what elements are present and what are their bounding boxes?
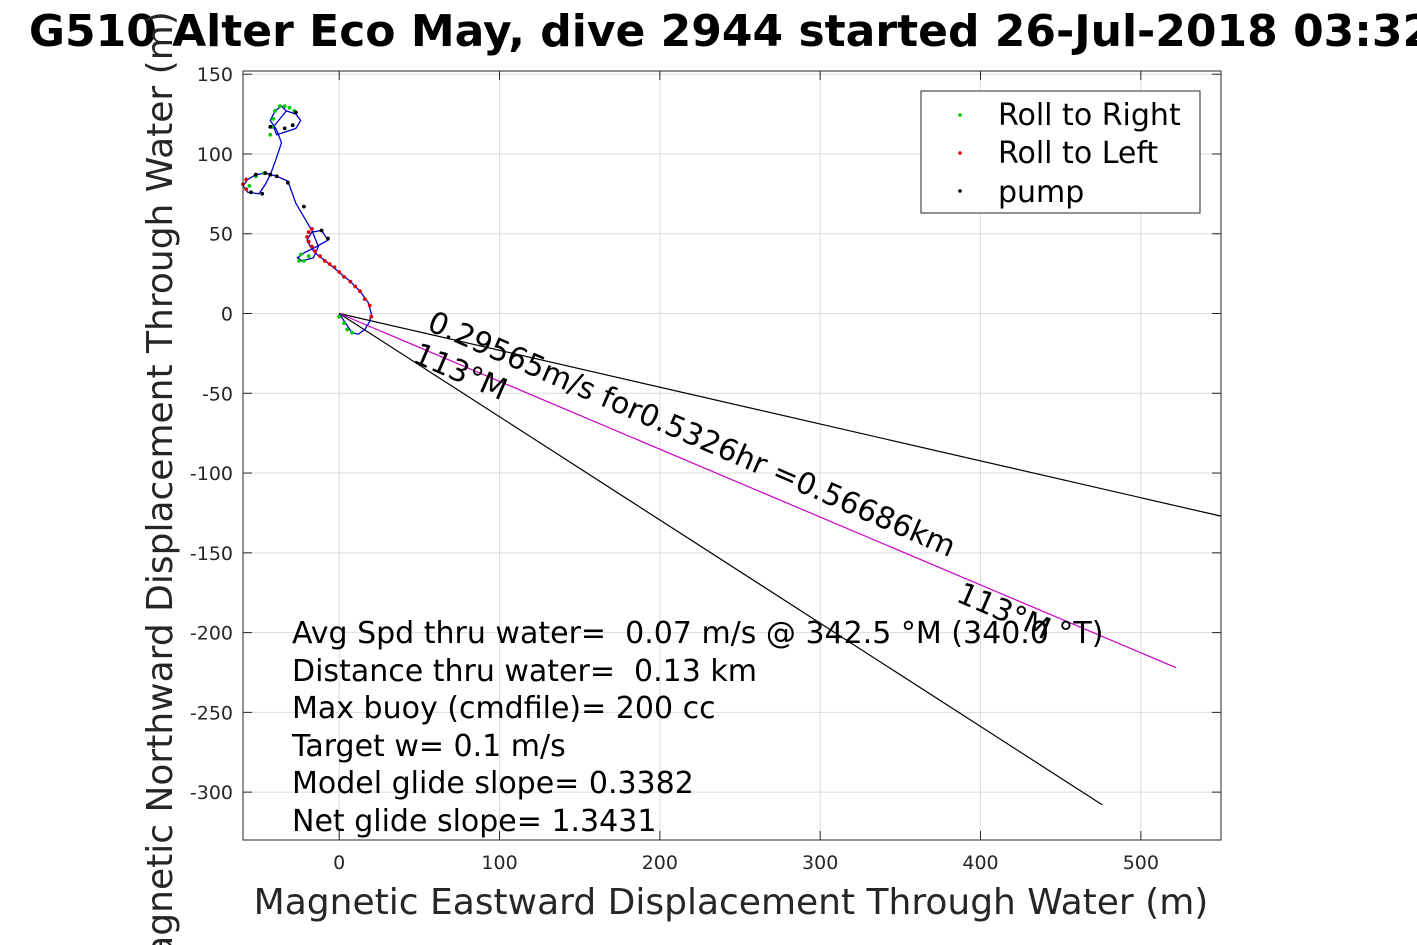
reference-lines bbox=[338, 312, 1222, 806]
marker-roll-left bbox=[358, 289, 362, 294]
marker-pump bbox=[268, 124, 273, 129]
x-axis-label: Magnetic Eastward Displacement Through W… bbox=[254, 882, 1209, 923]
y-tick-label: -300 bbox=[190, 782, 233, 804]
marker-roll-left bbox=[310, 244, 314, 249]
legend: Roll to Right Roll to Left pump bbox=[920, 90, 1201, 214]
marker-roll-left bbox=[342, 274, 346, 279]
marker-pump bbox=[260, 191, 265, 196]
legend-label-pump: pump bbox=[998, 175, 1084, 210]
y-tick-label: -50 bbox=[202, 383, 233, 405]
marker-roll-right bbox=[337, 314, 342, 319]
legend-label-roll-right: Roll to Right bbox=[998, 98, 1181, 133]
marker-roll-left bbox=[348, 279, 353, 284]
marker-pump bbox=[263, 171, 268, 176]
marker-pump bbox=[294, 110, 298, 115]
marker-roll-right bbox=[273, 109, 277, 113]
marker-roll-right bbox=[298, 252, 303, 257]
stat-net-glide-slope: Net glide slope= 1.3431 bbox=[292, 804, 656, 839]
legend-marker-roll-right bbox=[958, 113, 962, 117]
marker-roll-right bbox=[271, 117, 276, 121]
marker-roll-right bbox=[297, 259, 301, 263]
y-tick-label: 50 bbox=[209, 224, 233, 246]
reference-line-3 bbox=[338, 312, 1177, 669]
y-tick-label: -100 bbox=[190, 463, 233, 485]
marker-roll-left bbox=[305, 235, 309, 239]
reference-line-1 bbox=[339, 312, 1222, 517]
y-tick-labels: 150 100 50 0 -50 -100 -150 -200 -250 -300 bbox=[190, 64, 233, 804]
marker-roll-right bbox=[350, 330, 354, 335]
stat-model-glide-slope: Model glide slope= 0.3382 bbox=[292, 766, 694, 801]
marker-roll-left bbox=[362, 297, 367, 301]
marker-roll-right bbox=[287, 105, 292, 110]
marker-roll-right bbox=[282, 104, 287, 108]
marker-roll-right bbox=[345, 327, 350, 332]
marker-roll-left bbox=[332, 265, 337, 270]
axes-box bbox=[242, 70, 1222, 841]
marker-roll-right bbox=[342, 321, 346, 325]
y-tick-label: 150 bbox=[197, 64, 233, 86]
marker-pump bbox=[290, 123, 295, 128]
marker-roll-right bbox=[302, 259, 306, 263]
marker-roll-right bbox=[278, 104, 282, 108]
x-tick-label: 200 bbox=[642, 852, 678, 874]
marker-pump bbox=[286, 180, 290, 185]
marker-pump bbox=[274, 174, 279, 179]
x-tick-labels: 0 100 200 300 400 500 bbox=[333, 852, 1159, 874]
marker-roll-right bbox=[306, 254, 311, 258]
stat-distance: Distance thru water= 0.13 km bbox=[292, 654, 757, 689]
marker-roll-left bbox=[327, 262, 332, 266]
marker-pump bbox=[282, 126, 287, 131]
legend-label-roll-left: Roll to Left bbox=[998, 136, 1158, 171]
legend-marker-roll-left bbox=[958, 151, 962, 155]
y-tick-label: -150 bbox=[190, 543, 233, 565]
marker-pump bbox=[253, 172, 258, 177]
axis-ticks bbox=[243, 71, 1221, 840]
marker-roll-left bbox=[313, 249, 317, 254]
x-tick-label: 400 bbox=[962, 852, 998, 874]
x-tick-label: 0 bbox=[333, 852, 345, 874]
stat-max-buoy: Max buoy (cmdfile)= 200 cc bbox=[292, 691, 716, 726]
marker-roll-left bbox=[369, 314, 374, 319]
marker-roll-right bbox=[247, 184, 252, 188]
marker-roll-left bbox=[310, 227, 314, 231]
y-tick-label: -250 bbox=[190, 702, 233, 724]
marker-roll-left bbox=[318, 254, 322, 258]
x-tick-label: 100 bbox=[481, 852, 517, 874]
y-axis-label: Magnetic Northward Displacement Through … bbox=[140, 11, 181, 945]
marker-pump bbox=[268, 172, 273, 177]
marker-pump bbox=[326, 236, 330, 241]
stat-target-w: Target w= 0.1 m/s bbox=[291, 729, 566, 764]
marker-pump bbox=[302, 204, 306, 209]
marker-pump bbox=[319, 228, 324, 233]
stat-avg-speed: Avg Spd thru water= 0.07 m/s @ 342.5 °M … bbox=[292, 616, 1103, 651]
marker-roll-left bbox=[353, 284, 358, 289]
track-markers bbox=[241, 104, 374, 335]
marker-roll-left bbox=[306, 239, 311, 244]
legend-box bbox=[920, 90, 1201, 214]
stats-block: Avg Spd thru water= 0.07 m/s @ 342.5 °M … bbox=[291, 616, 1103, 839]
marker-roll-left bbox=[244, 187, 249, 192]
reference-line-2 bbox=[338, 313, 1103, 806]
y-tick-label: -200 bbox=[190, 623, 233, 645]
chart-title: G510 Alter Eco May, dive 2944 started 26… bbox=[29, 6, 1417, 57]
marker-roll-left bbox=[322, 259, 327, 263]
x-tick-label: 500 bbox=[1123, 852, 1159, 874]
marker-roll-left bbox=[244, 177, 249, 182]
legend-marker-pump bbox=[958, 189, 962, 193]
y-tick-label: 100 bbox=[197, 144, 233, 166]
marker-pump bbox=[249, 190, 253, 195]
x-tick-label: 300 bbox=[802, 852, 838, 874]
marker-roll-left bbox=[306, 230, 311, 235]
marker-roll-left bbox=[337, 270, 342, 274]
marker-roll-right bbox=[268, 132, 273, 137]
marker-roll-left bbox=[367, 303, 372, 308]
y-tick-label: 0 bbox=[221, 304, 233, 326]
